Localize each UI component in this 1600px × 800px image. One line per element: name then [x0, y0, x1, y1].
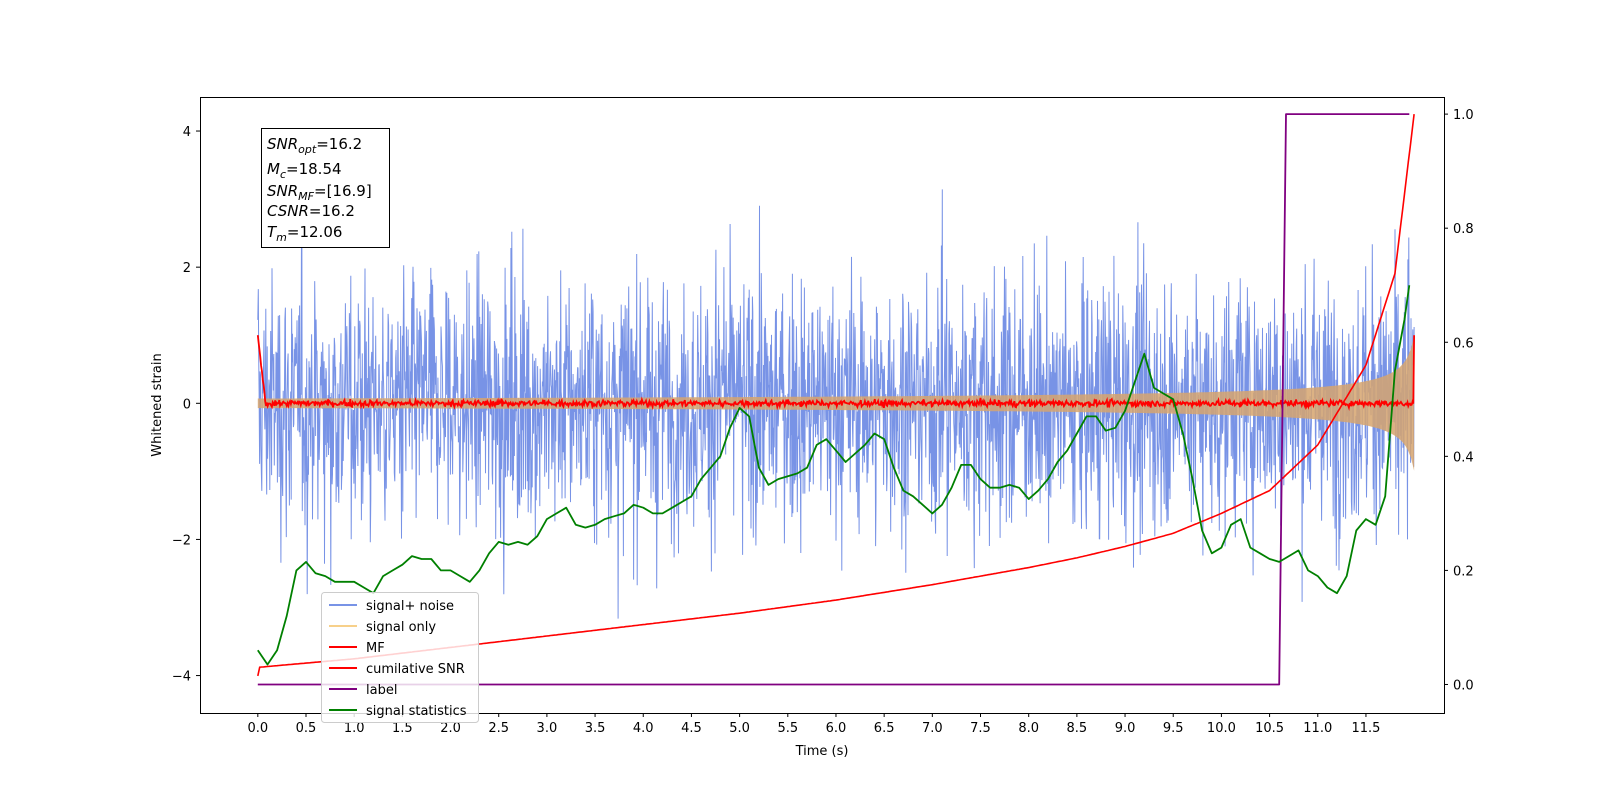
info-tm: Tm=12.06 [267, 223, 342, 244]
x-tick-label: 1.0 [344, 721, 365, 736]
series-signal-statistics [257, 285, 1411, 666]
x-tick-label: 1.5 [392, 721, 413, 736]
y-tick-label: 2 [183, 261, 191, 276]
y-tick-label: 4 [183, 125, 191, 140]
legend-frame [321, 592, 479, 723]
y-axis-left: 4 2 0 −2 −4 [172, 125, 200, 685]
x-tick-label: 11.5 [1351, 721, 1380, 736]
info-box-frame [261, 128, 390, 248]
y2-tick-label: 0.6 [1453, 336, 1474, 351]
x-tick-label: 2.5 [488, 721, 509, 736]
legend: signal+ noise signal only MF cumilative … [321, 592, 479, 723]
y2-tick-label: 0.0 [1453, 678, 1474, 693]
x-tick-label: 8.5 [1067, 721, 1088, 736]
legend-label-cumulative-snr: cumilative SNR [366, 662, 465, 677]
y2-tick-label: 0.8 [1453, 222, 1474, 237]
x-tick-label: 5.5 [777, 721, 798, 736]
legend-label-signal-noise: signal+ noise [366, 599, 454, 614]
x-axis-label: Time (s) [795, 744, 849, 759]
info-box: SNRopt=16.2 Mc=18.54 SNRMF=[16.9] CSNR=1… [261, 128, 390, 248]
x-tick-label: 10.5 [1255, 721, 1284, 736]
series-label [257, 113, 1410, 686]
legend-label-label: label [366, 683, 397, 698]
x-tick-label: 0.0 [247, 721, 268, 736]
legend-label-signal-only: signal only [366, 620, 436, 635]
y2-tick-label: 1.0 [1453, 108, 1474, 123]
x-tick-label: 10.0 [1207, 721, 1236, 736]
y2-tick-label: 0.2 [1453, 564, 1474, 579]
info-snr-opt: SNRopt=16.2 [267, 135, 362, 156]
x-tick-label: 11.0 [1303, 721, 1332, 736]
x-tick-label: 5.0 [729, 721, 750, 736]
x-tick-label: 3.0 [537, 721, 558, 736]
y-tick-label: −4 [172, 670, 191, 685]
x-tick-label: 7.5 [970, 721, 991, 736]
legend-label-signal-statistics: signal statistics [366, 704, 467, 719]
x-axis: 0.0 0.5 1.0 1.5 2.0 2.5 3.0 3.5 4.0 4.5 5.0 5.5 6.0 6… [247, 713, 1380, 736]
x-tick-label: 7.0 [922, 721, 943, 736]
y-axis-label: Whitened strain [150, 353, 165, 456]
series-signal-noise [257, 189, 1415, 619]
x-tick-label: 6.0 [826, 721, 847, 736]
x-tick-label: 3.5 [585, 721, 606, 736]
x-tick-label: 6.5 [874, 721, 895, 736]
x-tick-label: 4.0 [633, 721, 654, 736]
x-tick-label: 8.0 [1018, 721, 1039, 736]
series-mf [256, 335, 1415, 411]
y-axis-right: 1.0 0.8 0.6 0.4 0.2 0.0 [1444, 108, 1474, 693]
info-mc: Mc=18.54 [267, 160, 342, 181]
x-tick-label: 9.5 [1163, 721, 1184, 736]
x-tick-label: 2.0 [440, 721, 461, 736]
x-tick-label: 0.5 [296, 721, 317, 736]
info-snr-mf: SNRMF=[16.9] [267, 182, 372, 203]
x-tick-label: 9.0 [1115, 721, 1136, 736]
y-tick-label: −2 [172, 533, 191, 548]
legend-label-mf: MF [366, 641, 385, 656]
y-tick-label: 0 [183, 397, 191, 412]
x-tick-label: 4.5 [681, 721, 702, 736]
info-csnr: CSNR=16.2 [267, 202, 355, 220]
y2-tick-label: 0.4 [1453, 450, 1474, 465]
axes-frame [200, 97, 1445, 714]
